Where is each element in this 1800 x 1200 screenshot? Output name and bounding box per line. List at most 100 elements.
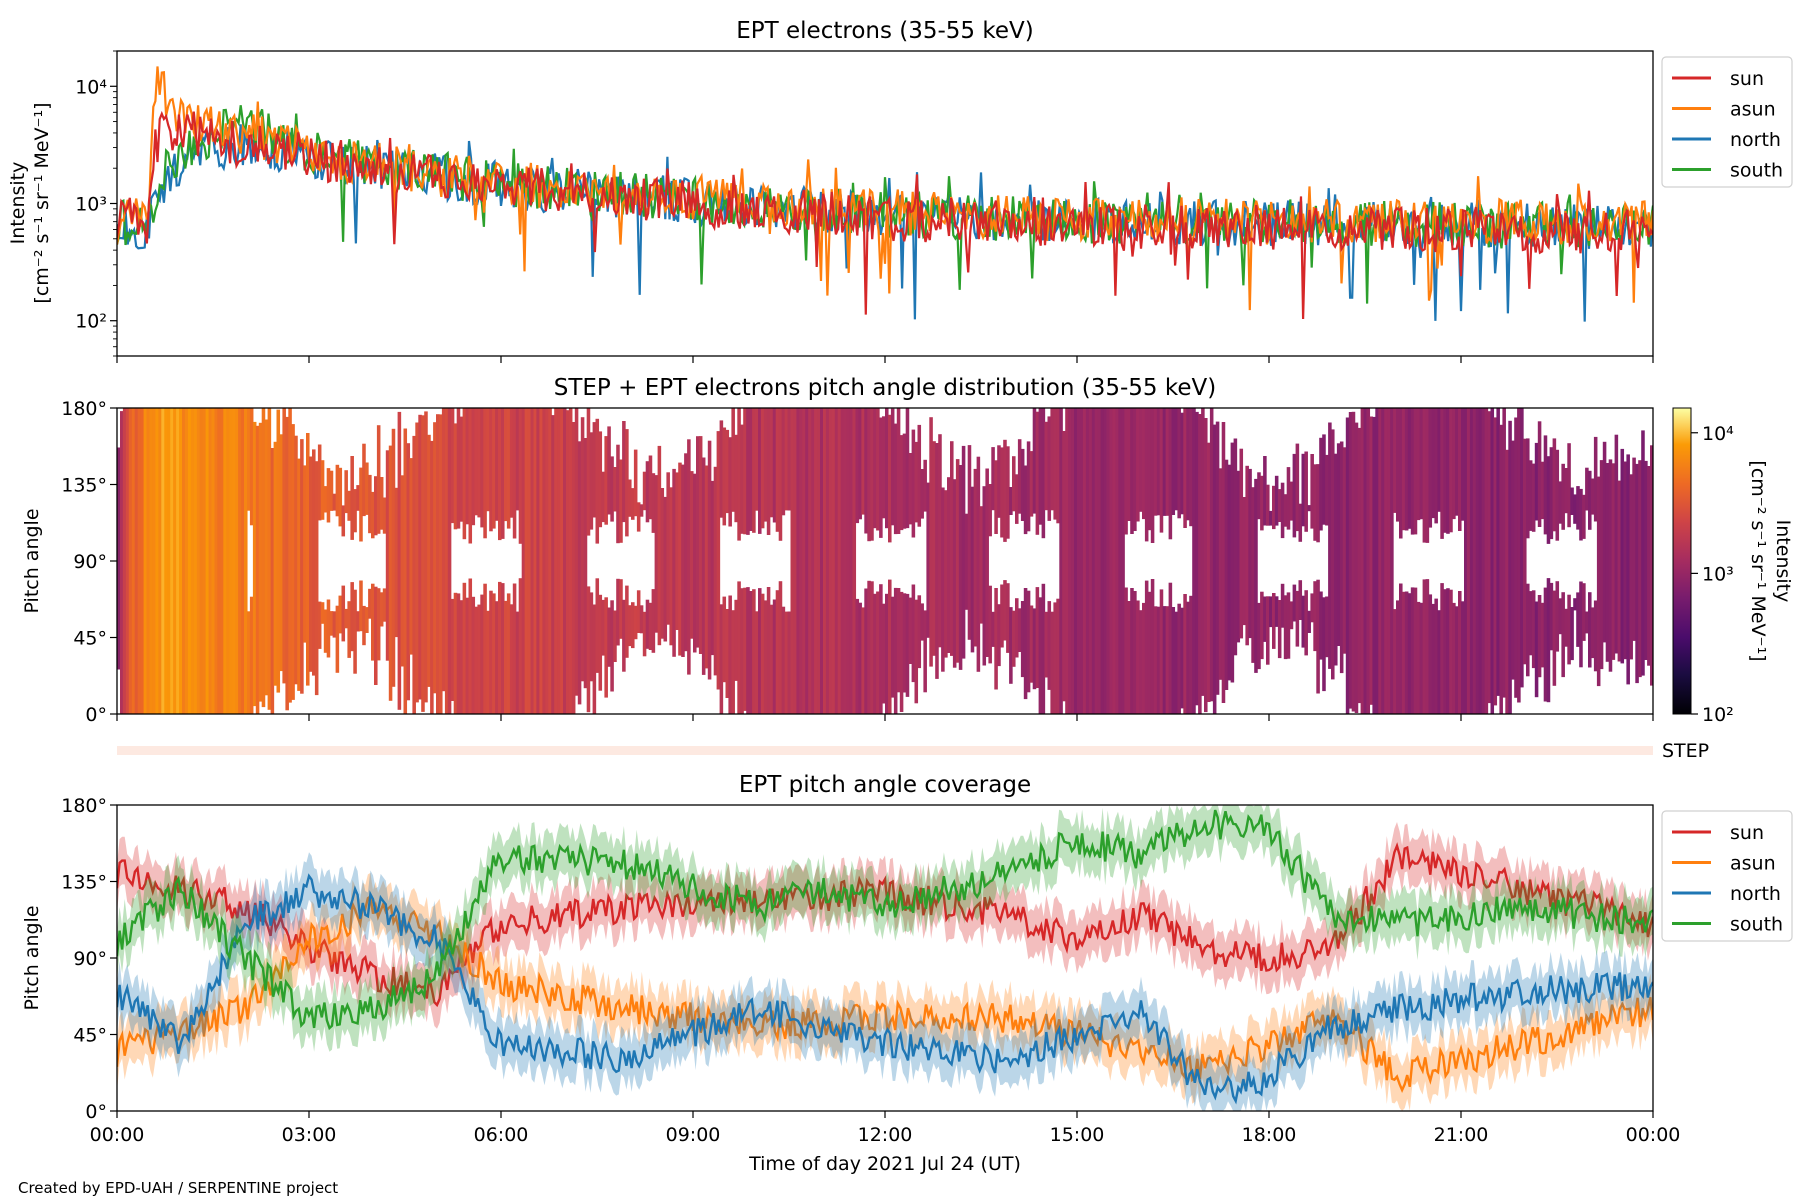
heatmap-cell: [592, 422, 597, 518]
heatmap-cell: [1068, 408, 1072, 714]
heatmap-cell: [1106, 408, 1111, 714]
heatmap-cell: [1316, 464, 1320, 543]
heatmap-cell: [1195, 411, 1199, 706]
heatmap-cell: [261, 408, 266, 708]
heatmap-cell: [1502, 408, 1506, 698]
heatmap-cell: [548, 408, 552, 714]
heatmap-cell: [1425, 579, 1430, 714]
heatmap-cell: [409, 458, 413, 655]
legend-label-north: north: [1730, 129, 1781, 151]
heatmap-cell: [1280, 583, 1285, 628]
heatmap-cell: [598, 594, 603, 691]
heatmap-cell: [589, 432, 594, 530]
heatmap-cell: [1207, 442, 1211, 702]
heatmap-cell: [480, 594, 484, 714]
heatmap-cell: [1419, 602, 1424, 714]
heatmap-cell: [1546, 456, 1551, 544]
heatmap-cell: [1458, 408, 1462, 531]
heatmap-cell: [459, 600, 464, 714]
heatmap-cell: [580, 417, 585, 682]
heatmap-cell: [1080, 408, 1084, 714]
heatmap-cell: [1274, 596, 1279, 627]
heatmap-cell: [474, 408, 478, 516]
heatmap-cell: [1440, 583, 1444, 714]
heatmap-cell: [509, 408, 514, 518]
panel2-ylabel: Pitch angle: [21, 508, 43, 613]
heatmap-cell: [143, 408, 148, 714]
heatmap-cell: [1602, 441, 1607, 643]
heatmap-cell: [1588, 470, 1592, 530]
heatmap-cell: [1144, 580, 1149, 714]
heatmap-cell: [1286, 592, 1291, 659]
heatmap-cell: [775, 590, 780, 714]
heatmap-cell: [1505, 449, 1509, 714]
heatmap-cell: [687, 439, 691, 675]
heatmap-cell: [1015, 598, 1019, 658]
heatmap-cell: [1156, 408, 1161, 516]
heatmap-cell: [344, 608, 348, 629]
heatmap-cell: [489, 590, 493, 714]
heatmap-cell: [1153, 606, 1158, 714]
heatmap-cell: [1384, 408, 1388, 714]
heatmap-cell: [1015, 474, 1019, 524]
heatmap-cell: [146, 408, 151, 714]
panel1-series-asun: [117, 66, 1653, 311]
heatmap-cell: [823, 408, 827, 714]
heatmap-cell: [802, 408, 806, 714]
heatmap-cell: [1552, 438, 1557, 532]
panel3-band-south: [117, 805, 1653, 1052]
heatmap-cell: [468, 578, 473, 714]
heatmap-cell: [270, 448, 275, 714]
heatmap-cell: [359, 467, 363, 542]
heatmap-cell: [1044, 611, 1049, 678]
heatmap-cell: [1056, 598, 1060, 714]
heatmap-cell: [1109, 408, 1114, 714]
heatmap-cell: [882, 416, 886, 519]
heatmap-cell: [1047, 601, 1052, 690]
heatmap-cell: [173, 408, 177, 714]
heatmap-cell: [359, 580, 363, 632]
heatmap-cell: [586, 586, 591, 713]
heatmap-cell: [890, 596, 895, 698]
heatmap-cell: [964, 513, 969, 610]
panel3-band-north: [117, 852, 1653, 1111]
heatmap-cell: [755, 611, 759, 714]
heatmap-cell: [1124, 587, 1128, 714]
heatmap-cell: [631, 602, 635, 649]
heatmap-cell: [1133, 408, 1137, 531]
heatmap-cell: [1576, 592, 1580, 647]
heatmap-cell: [1257, 602, 1261, 670]
heatmap-cell: [958, 465, 963, 670]
heatmap-cell: [1363, 408, 1368, 714]
heatmap-cell: [873, 593, 877, 714]
heatmap-cell: [1313, 581, 1317, 652]
xtick-label: 18:00: [1242, 1124, 1297, 1146]
heatmap-cell: [622, 421, 626, 523]
heatmap-cell: [1209, 408, 1214, 702]
heatmap-cell: [1404, 408, 1409, 531]
heatmap-cell: [430, 440, 434, 714]
heatmap-cell: [991, 447, 995, 511]
heatmap-cell: [1307, 610, 1311, 633]
heatmap-cell: [1582, 494, 1586, 539]
heatmap-cell: [1650, 445, 1653, 686]
heatmap-cell: [1103, 408, 1108, 714]
heatmap-cell: [604, 436, 608, 525]
heatmap-cell: [1339, 441, 1344, 674]
heatmap-cell: [1053, 408, 1057, 520]
panel1-series-south: [117, 105, 1653, 304]
heatmap-cell: [563, 408, 567, 714]
heatmap-cell: [899, 591, 904, 712]
heatmap-cell: [613, 467, 617, 512]
heatmap-cell: [247, 408, 251, 511]
heatmap-cell: [365, 607, 369, 633]
heatmap-cell: [743, 587, 747, 711]
heatmap-cell: [932, 441, 936, 656]
heatmap-cell: [267, 408, 272, 710]
heatmap-cell: [1298, 580, 1303, 620]
legend-label-north: north: [1730, 883, 1781, 905]
panel1-title: EPT electrons (35-55 keV): [736, 18, 1033, 44]
heatmap-cell: [196, 408, 201, 714]
heatmap-cell: [1041, 408, 1046, 539]
heatmap-cell: [406, 443, 411, 701]
